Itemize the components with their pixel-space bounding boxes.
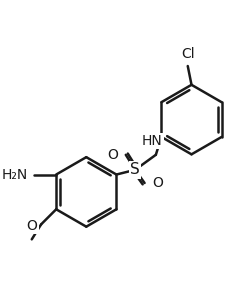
Text: O: O bbox=[108, 148, 118, 162]
Text: Cl: Cl bbox=[181, 47, 195, 61]
Text: HN: HN bbox=[142, 134, 162, 148]
Text: O: O bbox=[27, 219, 37, 233]
Text: S: S bbox=[130, 162, 140, 177]
Text: O: O bbox=[152, 176, 163, 190]
Text: H₂N: H₂N bbox=[2, 168, 28, 181]
